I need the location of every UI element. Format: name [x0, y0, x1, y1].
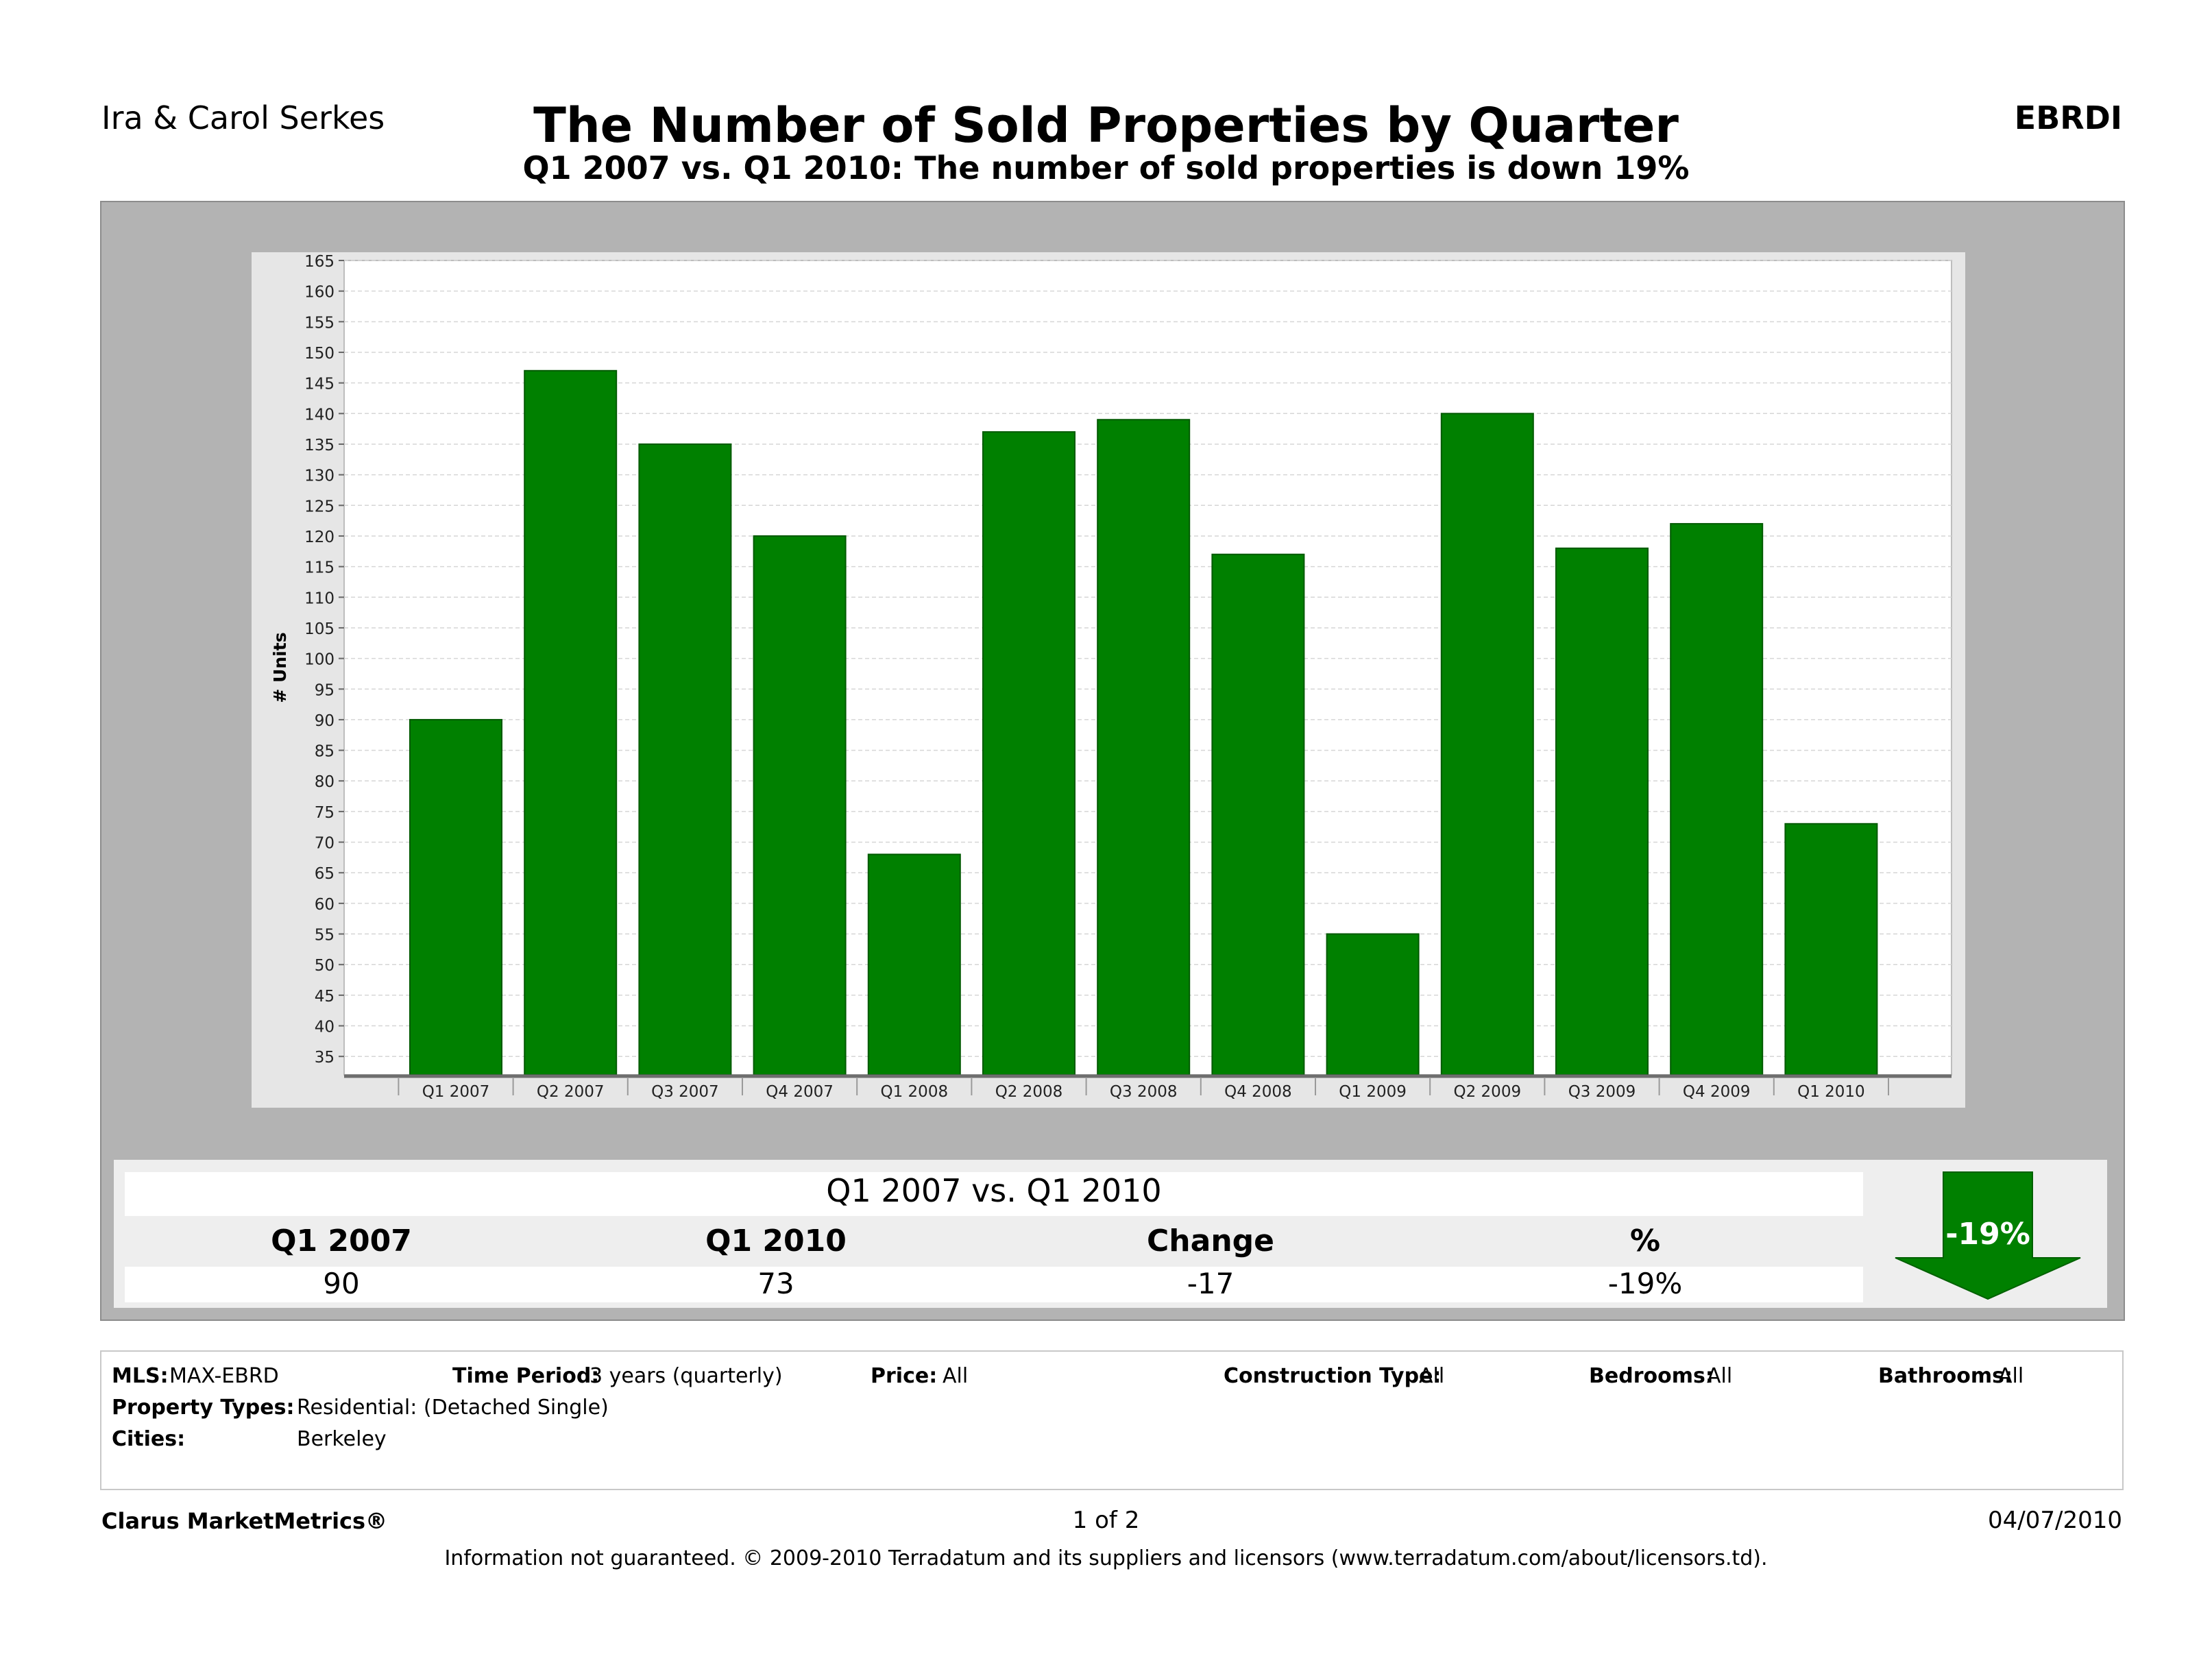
cities-label: Cities:	[112, 1427, 186, 1451]
y-tick-label: 75	[315, 804, 335, 822]
bar	[524, 369, 618, 1075]
bar	[1670, 523, 1764, 1076]
y-tick-label: 70	[315, 835, 335, 853]
period-label: Time Period:	[452, 1364, 600, 1388]
y-tick-label: 135	[304, 437, 335, 454]
y-tick-label: 85	[315, 743, 335, 761]
bar	[1326, 933, 1420, 1075]
x-tick-label: Q2 2009	[1454, 1083, 1522, 1101]
x-tick-label: Q1 2007	[422, 1083, 490, 1101]
y-tick-label: 120	[304, 528, 335, 546]
bathrooms-label: Bathrooms:	[1878, 1364, 2013, 1388]
y-tick-label: 140	[304, 406, 335, 424]
summary-value-end: 73	[757, 1267, 794, 1300]
y-tick-label: 80	[315, 773, 335, 791]
summary-header-start: Q1 2007	[271, 1224, 412, 1258]
bar	[1555, 547, 1649, 1076]
x-tick-label: Q3 2009	[1568, 1083, 1636, 1101]
y-axis-label: # Units	[270, 632, 290, 703]
bar	[638, 443, 732, 1075]
y-tick-label: 55	[315, 927, 335, 945]
x-tick-label: Q1 2009	[1339, 1083, 1407, 1101]
y-tick-label: 125	[304, 498, 335, 515]
agent-name: Ira & Carol Serkes	[101, 99, 385, 136]
bar	[1097, 419, 1191, 1075]
y-tick-label: 160	[304, 284, 335, 302]
down-arrow-icon	[1895, 1171, 2081, 1300]
bar	[1440, 413, 1534, 1075]
page-title: The Number of Sold Properties by Quarter	[533, 97, 1679, 154]
construction-label: Construction Type:	[1224, 1364, 1442, 1388]
mls-label: MLS:	[112, 1364, 169, 1388]
price-label: Price:	[871, 1364, 938, 1388]
x-tick-label: Q4 2009	[1683, 1083, 1751, 1101]
mls-value: MAX-EBRD	[169, 1364, 279, 1388]
page-subtitle: Q1 2007 vs. Q1 2010: The number of sold …	[522, 149, 1690, 186]
page-number: 1 of 2	[1072, 1507, 1140, 1534]
y-tick-label: 40	[315, 1019, 335, 1036]
bedrooms-value: All	[1707, 1364, 1733, 1388]
property-types-value: Residential: (Detached Single)	[297, 1396, 609, 1420]
y-tick-label: 35	[315, 1049, 335, 1067]
summary-values-bar	[125, 1267, 1863, 1302]
y-tick-label: 115	[304, 559, 335, 577]
y-tick-label: 95	[315, 681, 335, 699]
x-tick-label: Q4 2008	[1224, 1083, 1292, 1101]
bar	[1784, 823, 1878, 1075]
bar	[409, 718, 502, 1075]
y-tick-label: 110	[304, 589, 335, 607]
bar	[982, 431, 1075, 1075]
period-value: 3 years (quarterly)	[590, 1364, 783, 1388]
summary-header-change: Change	[1147, 1224, 1274, 1258]
summary-value-percent: -19%	[1607, 1267, 1683, 1300]
x-tick-label: Q2 2008	[995, 1083, 1063, 1101]
x-tick-label: Q3 2008	[1110, 1083, 1178, 1101]
y-tick-label: 100	[304, 651, 335, 669]
y-tick-label: 90	[315, 712, 335, 730]
summary-title: Q1 2007 vs. Q1 2010	[826, 1172, 1162, 1209]
brand-code: EBRDI	[2014, 99, 2122, 136]
x-tick-label: Q1 2008	[881, 1083, 949, 1101]
property-types-label: Property Types:	[112, 1396, 295, 1420]
y-tick-label: 145	[304, 376, 335, 393]
y-tick-label: 155	[304, 314, 335, 332]
report-date: 04/07/2010	[1988, 1507, 2122, 1534]
summary-value-change: -17	[1187, 1267, 1235, 1300]
x-tick-label: Q1 2010	[1797, 1083, 1865, 1101]
y-tick-label: 105	[304, 620, 335, 638]
x-tick-label: Q2 2007	[537, 1083, 605, 1101]
construction-value: All	[1419, 1364, 1445, 1388]
price-value: All	[943, 1364, 969, 1388]
summary-value-start: 90	[323, 1267, 360, 1300]
disclaimer: Information not guaranteed. © 2009-2010 …	[444, 1546, 1768, 1570]
x-tick-label: Q4 2007	[766, 1083, 834, 1101]
y-tick-label: 150	[304, 345, 335, 363]
summary-header-percent: %	[1629, 1224, 1661, 1258]
bar-chart: 35 40 45 50 55 60 65 70 75 80 85 90 95 100 105 110 115 12…	[270, 253, 1952, 1101]
arrow-percent-label: -19%	[1945, 1217, 2030, 1252]
bar	[867, 853, 961, 1075]
summary-header-end: Q1 2010	[705, 1224, 847, 1258]
bathrooms-value: All	[1998, 1364, 2024, 1388]
y-tick-label: 45	[315, 988, 335, 1006]
criteria-box	[100, 1350, 2124, 1490]
bar	[753, 535, 847, 1075]
bar	[1211, 553, 1305, 1075]
summary-title-bar	[125, 1172, 1863, 1216]
x-tick-label: Q3 2007	[651, 1083, 719, 1101]
y-tick-label: 50	[315, 957, 335, 975]
y-tick-label: 65	[315, 865, 335, 883]
y-tick-label: 60	[315, 896, 335, 914]
cities-value: Berkeley	[297, 1427, 387, 1451]
bedrooms-label: Bedrooms:	[1589, 1364, 1714, 1388]
y-tick-label: 165	[304, 253, 335, 271]
y-tick-label: 130	[304, 467, 335, 485]
footer-brand: Clarus MarketMetrics®	[101, 1508, 388, 1534]
